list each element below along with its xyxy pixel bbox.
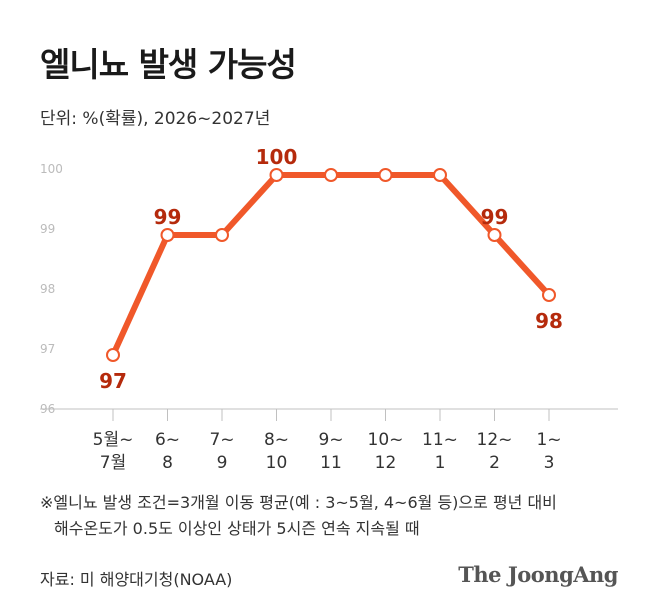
data-label: 99 <box>154 205 182 229</box>
unit-label: 단위: %(확률), 2026~2027년 <box>40 109 271 129</box>
data-point <box>215 228 229 242</box>
x-tick-label: 5월~ <box>93 430 134 450</box>
x-tick-label: 3 <box>544 453 555 473</box>
x-tick-label: 7~ <box>209 430 234 450</box>
data-label: 99 <box>481 205 509 229</box>
footnote-line-1: ※엘니뇨 발생 조건=3개월 이동 평균(예 : 3~5월, 4~6월 등)으로… <box>40 493 557 512</box>
data-point <box>269 168 284 182</box>
x-tick-label: 1 <box>435 453 446 473</box>
x-tick-label: 10~ <box>368 430 404 450</box>
data-point <box>324 168 338 182</box>
y-tick-label: 100 <box>40 162 63 176</box>
x-tick-label: 2 <box>489 453 500 473</box>
chart-title: 엘니뇨 발생 가능성 <box>40 45 297 84</box>
data-point <box>378 168 393 182</box>
x-tick-label: 11 <box>320 453 342 473</box>
data-point <box>160 228 175 242</box>
footnote: ※엘니뇨 발생 조건=3개월 이동 평균(예 : 3~5월, 4~6월 등)으로… <box>40 490 557 542</box>
y-tick-label: 98 <box>40 282 55 296</box>
data-point <box>433 168 447 182</box>
x-tick-label: 12~ <box>477 430 513 450</box>
source-label: 자료: 미 해양대기청(NOAA) <box>40 570 233 589</box>
x-tick-label: 9~ <box>318 430 343 450</box>
x-tick-label: 10 <box>266 453 288 473</box>
series-line <box>110 172 552 358</box>
data-label: 97 <box>99 369 127 393</box>
x-tick-label: 9 <box>217 453 228 473</box>
x-tick-label: 7월 <box>100 453 126 473</box>
line-chart: 969798991005월~7월6~87~98~109~1110~1211~11… <box>40 145 618 473</box>
x-tick-label: 6~ <box>155 430 180 450</box>
data-point <box>487 228 502 242</box>
x-tick-label: 8 <box>162 453 173 473</box>
brand-logo: The JoongAng <box>458 562 618 587</box>
x-tick-label: 8~ <box>264 430 289 450</box>
data-point <box>542 288 556 302</box>
data-point <box>106 348 120 362</box>
x-tick-label: 12 <box>375 453 397 473</box>
footnote-line-2: 해수온도가 0.5도 이상인 상태가 5시즌 연속 지속될 때 <box>54 519 420 538</box>
x-tick-label: 1~ <box>536 430 561 450</box>
data-label: 98 <box>535 309 563 333</box>
y-tick-label: 97 <box>40 342 55 356</box>
data-label: 100 <box>256 145 298 169</box>
y-tick-label: 99 <box>40 222 55 236</box>
x-tick-label: 11~ <box>422 430 458 450</box>
